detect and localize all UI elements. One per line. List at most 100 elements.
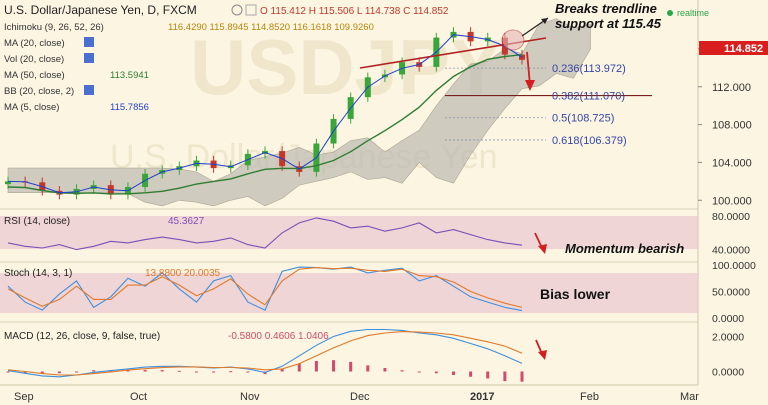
macd-histogram-bar bbox=[75, 371, 79, 373]
rsi-title: RSI (14, close) bbox=[4, 216, 70, 227]
macd-histogram-bar bbox=[297, 363, 301, 372]
visibility-toggle-icon[interactable] bbox=[231, 4, 243, 16]
macd-histogram-bar bbox=[40, 371, 44, 374]
fib-label: 0.5(108.725) bbox=[552, 113, 614, 125]
moving-averages bbox=[7, 34, 523, 195]
indicator-legend-name: MA (5, close) bbox=[4, 102, 59, 113]
annotation-breaks-line2: support at 115.45 bbox=[555, 16, 662, 31]
price-tick-label: 108.000 bbox=[712, 120, 752, 132]
eye-toggle-icon bbox=[84, 37, 94, 47]
fib-label: 0.618(106.379) bbox=[552, 135, 627, 147]
settings-icon[interactable] bbox=[245, 4, 257, 16]
time-axis-label: Nov bbox=[240, 391, 260, 403]
macd-histogram-bar bbox=[503, 371, 507, 382]
macd-histogram-bar bbox=[451, 371, 455, 375]
rsi-value: 45.3627 bbox=[168, 216, 205, 227]
macd-signal-line bbox=[7, 331, 523, 376]
indicator-legend-value: 113.5941 bbox=[110, 70, 149, 81]
indicator-legend-name: Vol (20, close) bbox=[4, 54, 64, 65]
down-arrow-price bbox=[526, 51, 531, 86]
macd-histogram-bar bbox=[314, 361, 318, 372]
candle-body bbox=[5, 181, 11, 185]
indicator-tick-label: 0.0000 bbox=[712, 313, 744, 325]
indicator-legend: Ichimoku (9, 26, 52, 26) 116.4290 115.894… bbox=[4, 22, 374, 113]
macd-histogram-bar bbox=[349, 361, 353, 372]
macd-histogram-bar bbox=[332, 360, 336, 372]
indicator-series-line bbox=[7, 267, 523, 308]
time-axis-label: Oct bbox=[130, 391, 147, 403]
macd-histogram-bar bbox=[92, 370, 96, 372]
macd-histogram-bar bbox=[486, 371, 490, 379]
down-arrow-macd-head bbox=[538, 350, 547, 360]
stoch-value: 13.8800 20.0035 bbox=[145, 268, 221, 279]
cloud-area bbox=[7, 18, 591, 207]
macd-histogram-bar bbox=[177, 370, 181, 372]
time-axis-label: Feb bbox=[580, 391, 599, 403]
indicator-tick-label: 40.0000 bbox=[712, 245, 750, 257]
macd-tick-label: 0.0000 bbox=[712, 367, 744, 379]
current-price-value: 114.852 bbox=[724, 43, 763, 55]
price-tick-label: 104.000 bbox=[712, 157, 752, 169]
eye-toggle-icon bbox=[84, 85, 94, 95]
indicator-tick-label: 50.0000 bbox=[712, 287, 750, 299]
annotation-bias: Bias lower bbox=[540, 286, 611, 302]
macd-histogram-bar bbox=[469, 371, 473, 377]
price-tick-label: 100.000 bbox=[712, 195, 752, 207]
ohlc-readout: O 115.412 H 115.506 L 114.738 C 114.852 bbox=[260, 6, 449, 17]
macd-histogram-bar bbox=[229, 371, 233, 373]
macd-histogram-bar bbox=[57, 371, 61, 374]
macd-histogram-bar bbox=[434, 371, 438, 374]
stoch-band bbox=[0, 273, 698, 313]
indicator-series-line bbox=[7, 217, 523, 251]
indicator-legend-name: Ichimoku (9, 26, 52, 26) bbox=[4, 22, 104, 33]
ichimoku-cloud bbox=[7, 18, 591, 207]
stoch-title: Stoch (14, 3, 1) bbox=[4, 268, 72, 279]
indicator-legend-name: MA (20, close) bbox=[4, 38, 65, 49]
time-axis: Sep Oct Nov Dec 2017 Feb Mar bbox=[0, 384, 699, 403]
macd-histogram-bar bbox=[6, 371, 10, 373]
breakout-circle bbox=[501, 29, 525, 51]
macd-histogram-bar bbox=[417, 371, 421, 373]
chart-header: U.S. Dollar/Japanese Yen, D, FXCM O 115.… bbox=[4, 3, 449, 17]
macd-histogram-bar bbox=[366, 365, 370, 372]
indicator-legend-value: 115.7856 bbox=[110, 102, 149, 113]
macd-title: MACD (12, 26, close, 9, false, true) bbox=[4, 331, 160, 342]
fib-label: 0.382(111.070) bbox=[552, 91, 625, 103]
macd-value: -0.5800 0.4606 1.0406 bbox=[228, 331, 329, 342]
ma5-line bbox=[7, 34, 523, 194]
macd-histogram-bar bbox=[160, 370, 164, 372]
ma50-line bbox=[7, 54, 523, 195]
symbol-title: U.S. Dollar/Japanese Yen, D, FXCM bbox=[4, 3, 197, 17]
annotation-breaks-line1: Breaks trendline bbox=[555, 1, 657, 16]
macd-tick-label: 2.0000 bbox=[712, 332, 744, 344]
fib-label: 0.236(113.972) bbox=[552, 63, 626, 75]
current-price-badge bbox=[699, 41, 768, 55]
macd-line bbox=[7, 328, 523, 378]
time-axis-label: Mar bbox=[680, 391, 699, 403]
time-axis-label: Sep bbox=[14, 391, 34, 403]
rsi-band bbox=[0, 216, 698, 249]
realtime-label: realtime bbox=[677, 8, 709, 18]
chart-background bbox=[0, 0, 698, 405]
indicator-series-line bbox=[7, 266, 523, 312]
macd-histogram-bar bbox=[126, 370, 130, 372]
macd-histogram-bar bbox=[143, 369, 147, 372]
down-arrow-price-head bbox=[525, 80, 535, 91]
price-axis-background bbox=[698, 0, 768, 405]
annotation-pointer-head bbox=[541, 18, 548, 24]
indicator-legend-name: BB (20, close, 2) bbox=[4, 86, 74, 97]
time-axis-label: Dec bbox=[350, 391, 370, 403]
macd-histogram-bar bbox=[246, 371, 250, 373]
time-axis-label: 2017 bbox=[470, 391, 494, 403]
macd-histogram-bar bbox=[212, 371, 216, 373]
annotation-momentum: Momentum bearish bbox=[565, 241, 684, 256]
price-tick-label: 112.000 bbox=[712, 82, 751, 94]
macd-histogram-bar bbox=[194, 371, 198, 373]
down-arrow-rsi-head bbox=[538, 244, 547, 254]
macd-histogram-bar bbox=[23, 371, 27, 374]
indicator-tick-label: 100.0000 bbox=[712, 260, 756, 272]
realtime-dot-icon bbox=[667, 10, 673, 16]
indicator-legend-value: 116.4290 115.8945 114.8520 116.1618 109.… bbox=[168, 22, 374, 33]
eye-toggle-icon bbox=[84, 53, 94, 63]
